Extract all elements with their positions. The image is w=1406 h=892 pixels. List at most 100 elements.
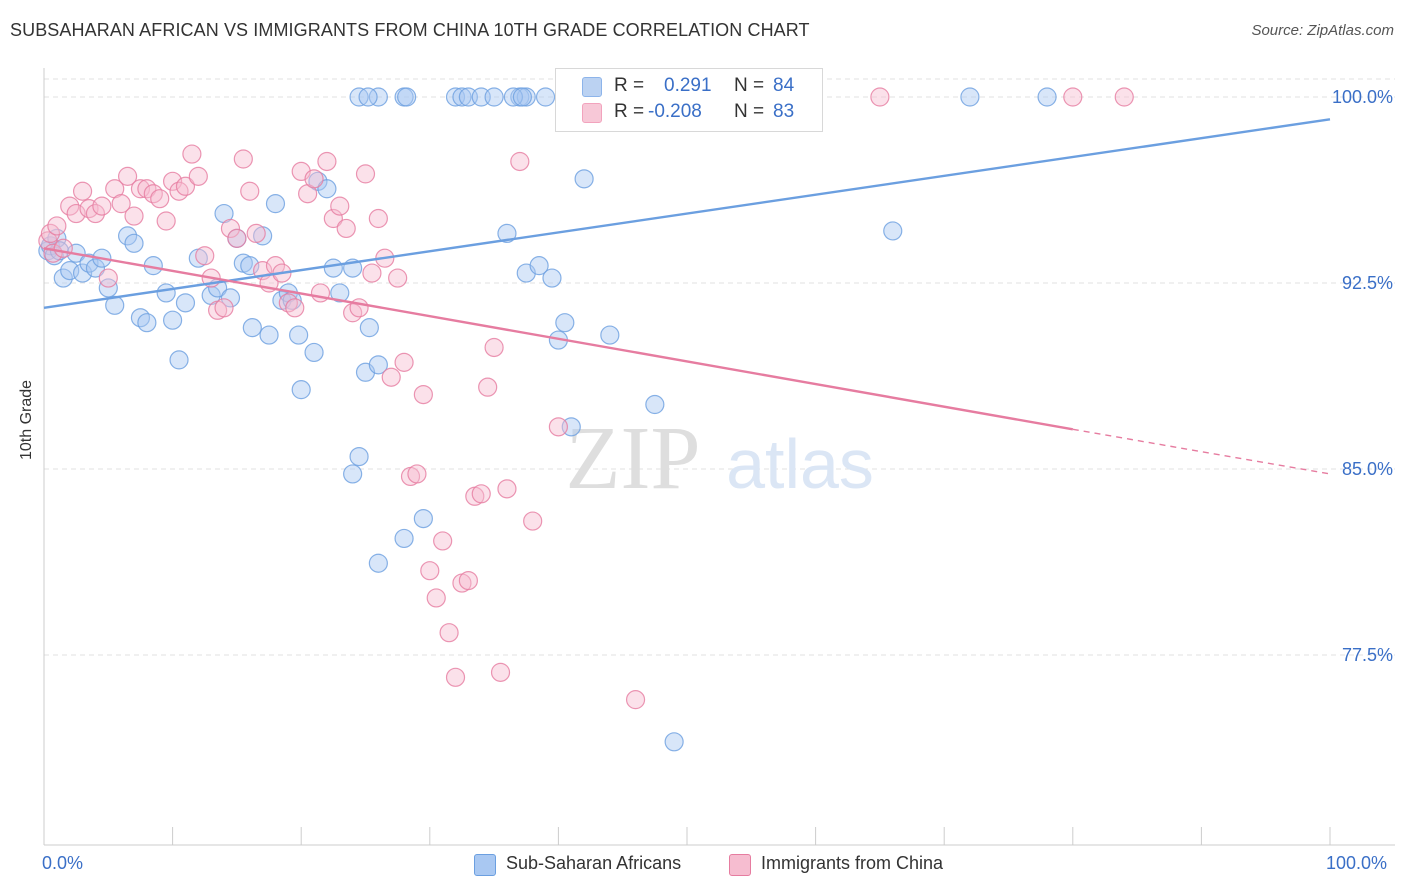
point-china [368, 208, 388, 229]
point-china [510, 151, 530, 172]
point-subsaharan [137, 313, 157, 333]
y-tick-label: 100.0% [1332, 87, 1393, 107]
point-subsaharan [574, 169, 594, 189]
point-china [214, 298, 234, 318]
point-china [285, 298, 305, 318]
legend-swatch-china [582, 103, 602, 123]
point-china [625, 690, 646, 710]
point-china [156, 211, 176, 231]
point-subsaharan [330, 283, 350, 303]
chart-source: Source: ZipAtlas.com [1251, 22, 1394, 39]
point-subsaharan [484, 87, 504, 107]
point-china [150, 189, 170, 209]
point-subsaharan [259, 325, 279, 345]
legend-n-label: N = [734, 101, 765, 122]
point-china [484, 337, 504, 358]
point-china [240, 181, 260, 201]
point-china [92, 196, 112, 216]
point-china [1114, 87, 1134, 107]
correlation-legend: R = 0.291 N = 84 R = -0.208 N = 83 [555, 68, 823, 132]
legend-row-china: R = -0.208 N = 83 [556, 100, 822, 126]
legend-r-label: R = [614, 75, 645, 96]
point-subsaharan [317, 179, 337, 199]
point-subsaharan [240, 256, 260, 276]
point-china [445, 667, 466, 687]
point-subsaharan [169, 350, 189, 370]
point-china [317, 151, 337, 172]
point-subsaharan [265, 194, 286, 214]
legend-r-value: -0.208 [648, 101, 702, 122]
point-subsaharan [413, 508, 433, 529]
point-subsaharan [304, 342, 324, 363]
point-subsaharan [452, 87, 472, 107]
point-china [478, 377, 498, 397]
point-china [388, 268, 408, 288]
point-subsaharan [98, 278, 118, 298]
bottom-legend-swatch-subsaharan [474, 854, 496, 876]
point-china [66, 203, 86, 224]
point-china [497, 479, 517, 499]
point-subsaharan [512, 87, 532, 107]
legend-n-label: N = [734, 75, 765, 96]
point-subsaharan [349, 447, 369, 467]
bottom-legend-label-china: Immigrants from China [761, 853, 944, 873]
point-subsaharan [117, 226, 138, 246]
point-china [471, 484, 491, 504]
point-china [47, 216, 67, 236]
bottom-legend-label-subsaharan: Sub-Saharan Africans [506, 853, 682, 873]
point-china [490, 662, 511, 682]
point-china [143, 184, 163, 204]
point-china [60, 196, 80, 216]
point-china [98, 268, 118, 288]
point-subsaharan [291, 380, 311, 400]
legend-row-subsaharan: R = 0.291 N = 84 [556, 74, 822, 100]
point-subsaharan [529, 256, 549, 276]
point-subsaharan [368, 355, 388, 375]
point-china [233, 149, 253, 169]
point-china [163, 171, 183, 191]
point-subsaharan [163, 310, 183, 330]
point-subsaharan [664, 732, 684, 752]
point-china [394, 352, 414, 372]
point-subsaharan [542, 268, 562, 288]
point-subsaharan [394, 528, 414, 549]
point-subsaharan [85, 258, 106, 278]
point-china [278, 293, 298, 313]
point-china [304, 169, 324, 189]
point-subsaharan [359, 318, 379, 338]
point-china [182, 144, 202, 164]
point-subsaharan [368, 553, 388, 573]
point-subsaharan [535, 87, 556, 107]
legend-n-value: 84 [773, 75, 795, 96]
point-subsaharan [124, 233, 144, 253]
point-subsaharan [343, 464, 363, 484]
point-china [420, 561, 440, 581]
point-china [169, 181, 189, 201]
point-subsaharan [555, 313, 575, 333]
y-axis-label: 10th Grade [18, 379, 35, 460]
point-china [323, 208, 343, 229]
point-china [407, 464, 427, 484]
point-subsaharan [358, 87, 378, 107]
y-tick-label: 92.5% [1342, 273, 1393, 293]
point-china [362, 263, 382, 283]
point-subsaharan [323, 258, 343, 278]
point-china [220, 218, 241, 239]
point-china [433, 531, 453, 551]
legend-n-value: 83 [773, 101, 795, 122]
trendline-china [43, 247, 1074, 431]
point-china [111, 194, 131, 214]
point-subsaharan [645, 394, 665, 415]
x-tick-label-max: 100.0% [1326, 853, 1388, 873]
point-china [124, 206, 144, 226]
point-subsaharan [175, 293, 196, 313]
point-subsaharan [368, 87, 388, 107]
point-subsaharan [883, 221, 903, 241]
point-china [117, 166, 138, 186]
point-china [85, 203, 106, 224]
point-china [1063, 87, 1083, 107]
point-subsaharan [242, 318, 262, 338]
point-china [40, 223, 61, 243]
y-tick-label: 85.0% [1342, 459, 1393, 479]
point-subsaharan [130, 308, 151, 328]
